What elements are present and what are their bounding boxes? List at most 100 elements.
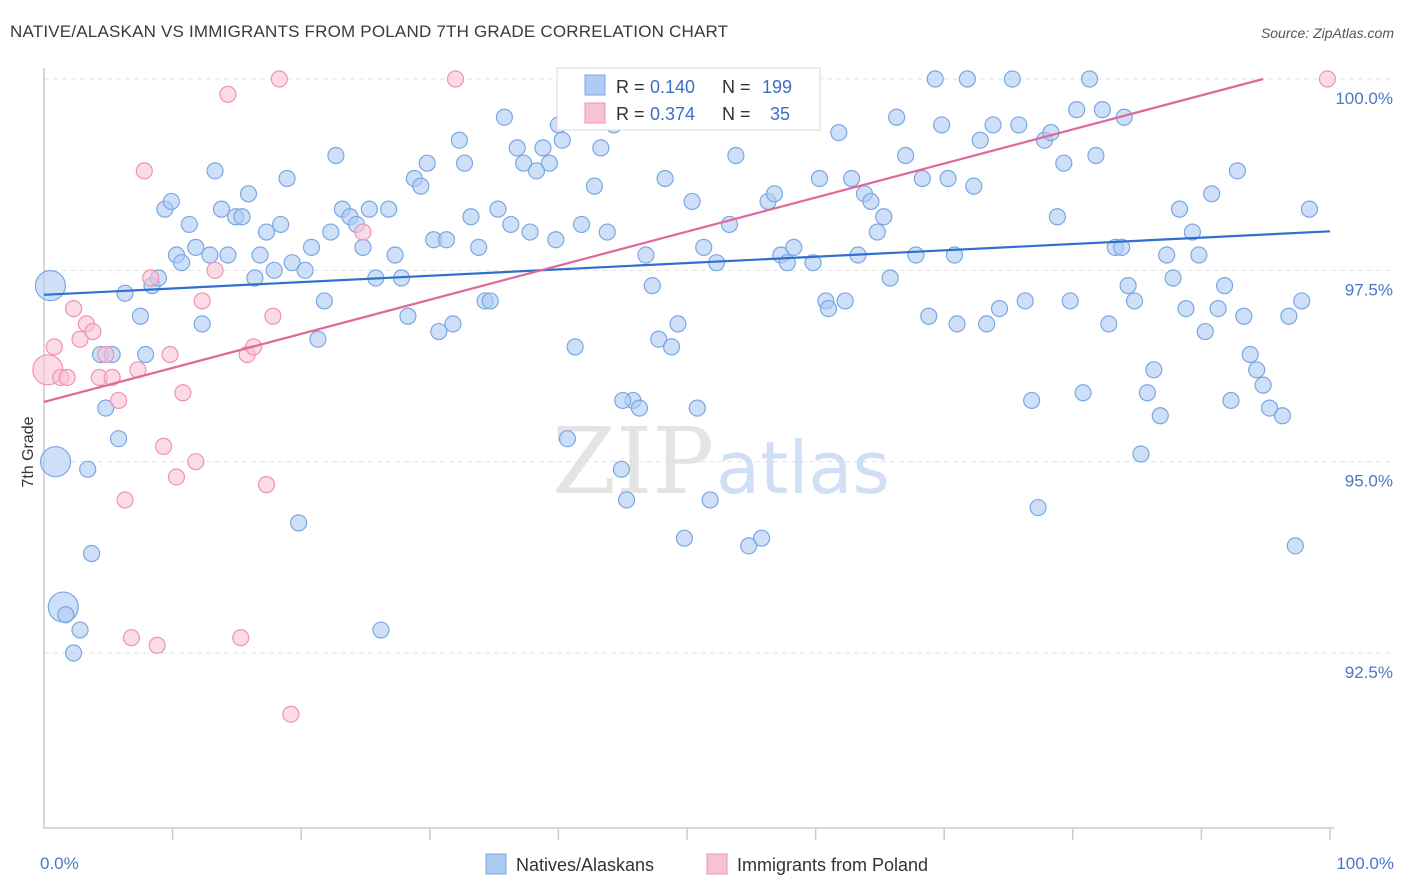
data-point-natives xyxy=(1113,238,1131,256)
data-point-natives xyxy=(907,246,925,264)
data-point-natives xyxy=(1068,101,1086,119)
legend-box: R = 0.140 N = 199 R = 0.374 N = 35 xyxy=(556,67,821,131)
data-point-natives xyxy=(251,246,269,264)
trend-line-natives xyxy=(43,230,1331,296)
data-point-natives xyxy=(920,307,938,325)
data-point-natives xyxy=(515,154,533,172)
data-point-natives xyxy=(965,177,983,195)
legend-r-value-pink: 0.374 xyxy=(650,104,695,124)
data-point-natives xyxy=(64,644,83,662)
data-point-natives xyxy=(958,70,976,88)
data-point-natives xyxy=(897,146,915,165)
chart-title: NATIVE/ALASKAN VS IMMIGRANTS FROM POLAND… xyxy=(10,22,729,41)
data-point-poland xyxy=(257,476,276,494)
data-point-natives xyxy=(1254,376,1272,394)
bottom-legend-swatch-pink xyxy=(706,853,728,875)
data-point-natives xyxy=(881,269,899,287)
bottom-legend-swatch-blue xyxy=(485,853,507,875)
data-point-natives xyxy=(1023,391,1041,410)
data-point-poland xyxy=(154,437,173,455)
data-point-natives xyxy=(116,284,134,302)
data-point-poland xyxy=(109,391,128,410)
x-ticks xyxy=(171,828,1331,840)
data-point-natives xyxy=(109,430,128,448)
data-point-natives xyxy=(752,529,771,547)
data-point-natives xyxy=(173,254,191,272)
data-point-natives xyxy=(614,391,632,410)
data-point-natives xyxy=(643,277,661,295)
data-point-natives xyxy=(843,169,861,188)
data-point-natives xyxy=(547,231,565,249)
data-point-natives xyxy=(481,292,499,310)
data-point-natives xyxy=(683,192,701,211)
data-point-natives xyxy=(1093,101,1111,119)
data-point-natives xyxy=(785,238,803,256)
data-point-natives xyxy=(1300,200,1319,218)
data-point-natives xyxy=(265,261,283,279)
data-point-natives xyxy=(1138,384,1156,402)
data-point-natives xyxy=(462,208,480,226)
data-point-natives xyxy=(495,108,513,126)
bottom-legend: Natives/Alaskans Immigrants from Poland xyxy=(485,853,928,875)
data-point-natives xyxy=(1190,246,1208,264)
data-point-poland xyxy=(232,629,250,647)
data-point-natives xyxy=(585,177,604,195)
data-point-natives xyxy=(836,292,854,310)
data-point-natives xyxy=(637,246,655,264)
data-point-natives xyxy=(372,621,390,639)
data-point-poland xyxy=(97,345,115,364)
data-point-natives xyxy=(1177,300,1195,318)
data-point-poland xyxy=(264,307,282,325)
data-point-natives xyxy=(1087,146,1105,165)
data-point-natives xyxy=(1010,116,1028,134)
data-point-poland xyxy=(270,70,288,88)
data-point-natives xyxy=(193,315,211,333)
legend-n-value-pink: 35 xyxy=(770,104,790,124)
trend-lines xyxy=(43,77,1331,404)
data-point-natives xyxy=(233,208,251,226)
data-point-poland xyxy=(446,70,465,88)
data-point-natives xyxy=(450,131,468,149)
y-tick-label: 92.5% xyxy=(1345,663,1393,682)
data-point-natives xyxy=(1151,407,1169,425)
watermark: ZIP atlas xyxy=(552,408,890,515)
data-point-natives xyxy=(489,200,507,218)
y-tick-label: 97.5% xyxy=(1345,280,1393,299)
data-point-natives xyxy=(765,185,784,203)
data-point-natives xyxy=(1203,185,1221,203)
data-point-natives xyxy=(1273,407,1292,425)
data-point-natives xyxy=(1209,300,1227,318)
data-point-natives xyxy=(540,154,558,172)
data-point-natives xyxy=(508,139,526,157)
data-point-natives xyxy=(309,330,327,348)
data-point-natives xyxy=(272,215,290,234)
data-point-natives xyxy=(1170,200,1189,218)
data-point-natives xyxy=(201,246,219,264)
data-point-natives xyxy=(437,231,456,249)
data-point-natives xyxy=(990,300,1009,318)
data-point-natives xyxy=(136,345,155,364)
y-axis-label: 7th Grade xyxy=(20,416,37,487)
data-point-natives xyxy=(804,254,822,272)
data-point-natives xyxy=(212,200,231,218)
data-point-poland xyxy=(219,85,237,103)
data-point-poland xyxy=(135,162,153,180)
data-point-natives xyxy=(327,146,345,165)
data-point-poland xyxy=(58,368,76,387)
grid-lines xyxy=(44,78,1394,654)
data-point-natives xyxy=(1158,246,1176,264)
data-point-natives xyxy=(1125,292,1144,310)
data-point-poland xyxy=(161,345,179,364)
data-point-natives xyxy=(1183,223,1201,241)
data-point-natives xyxy=(418,154,436,172)
data-point-poland xyxy=(282,705,300,723)
data-point-natives xyxy=(572,215,591,234)
data-point-natives xyxy=(360,200,378,218)
data-point-poland xyxy=(103,368,121,387)
data-point-poland xyxy=(122,629,141,647)
data-point-natives xyxy=(1029,498,1047,517)
data-point-natives xyxy=(888,108,906,126)
data-point-natives xyxy=(187,238,205,256)
data-point-natives xyxy=(1196,322,1214,341)
data-point-natives xyxy=(322,223,340,241)
